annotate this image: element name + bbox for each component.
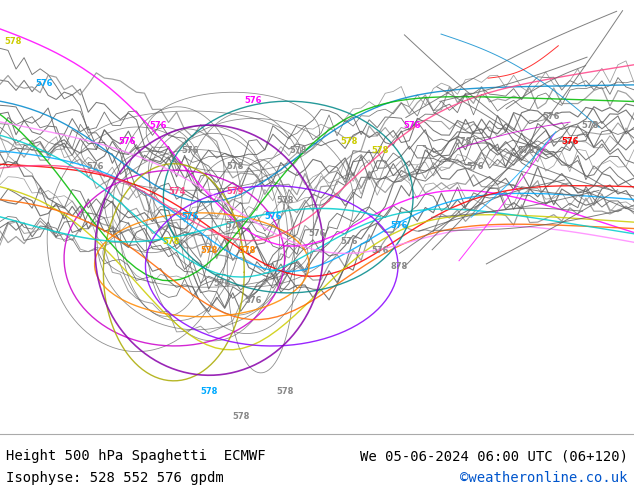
Text: 576: 576 — [181, 212, 199, 221]
Text: 576: 576 — [226, 220, 243, 230]
Text: 576: 576 — [181, 146, 199, 155]
Text: 576: 576 — [245, 96, 262, 104]
Text: 578: 578 — [372, 146, 389, 155]
Text: 578: 578 — [289, 146, 307, 155]
Text: 576: 576 — [264, 212, 281, 221]
Text: Height 500 hPa Spaghetti  ECMWF: Height 500 hPa Spaghetti ECMWF — [6, 449, 266, 464]
Text: 578: 578 — [200, 388, 218, 396]
Text: 578: 578 — [238, 245, 256, 255]
Text: 578: 578 — [276, 196, 294, 205]
Text: Isophyse: 528 552 576 gpdm: Isophyse: 528 552 576 gpdm — [6, 471, 224, 486]
Text: 579: 579 — [226, 187, 243, 196]
Text: 574: 574 — [169, 187, 186, 196]
Text: 576: 576 — [543, 112, 560, 121]
Text: 578: 578 — [581, 121, 598, 129]
Text: 576: 576 — [118, 137, 136, 147]
Text: 578: 578 — [276, 388, 294, 396]
Text: 576: 576 — [372, 245, 389, 255]
Text: 576: 576 — [467, 162, 484, 171]
Text: 576: 576 — [213, 279, 231, 288]
Text: 576: 576 — [403, 121, 421, 129]
Text: 576: 576 — [308, 229, 326, 238]
Text: 578: 578 — [340, 137, 358, 147]
Text: 576: 576 — [150, 121, 167, 129]
Text: 576: 576 — [36, 79, 53, 88]
Text: 576: 576 — [391, 220, 408, 230]
Text: 576: 576 — [340, 237, 358, 246]
Text: 578: 578 — [162, 237, 180, 246]
Text: ©weatheronline.co.uk: ©weatheronline.co.uk — [460, 471, 628, 486]
Text: 576: 576 — [245, 296, 262, 305]
Text: 578: 578 — [226, 162, 243, 171]
Text: 578: 578 — [232, 413, 250, 421]
Text: 578: 578 — [4, 37, 22, 46]
Text: 578: 578 — [517, 146, 535, 155]
Text: 578: 578 — [454, 137, 472, 147]
Text: 878: 878 — [391, 262, 408, 271]
Text: 576: 576 — [562, 137, 579, 147]
Text: We 05-06-2024 06:00 UTC (06+120): We 05-06-2024 06:00 UTC (06+120) — [359, 449, 628, 464]
Text: 578: 578 — [200, 245, 218, 255]
Text: 576: 576 — [86, 162, 104, 171]
